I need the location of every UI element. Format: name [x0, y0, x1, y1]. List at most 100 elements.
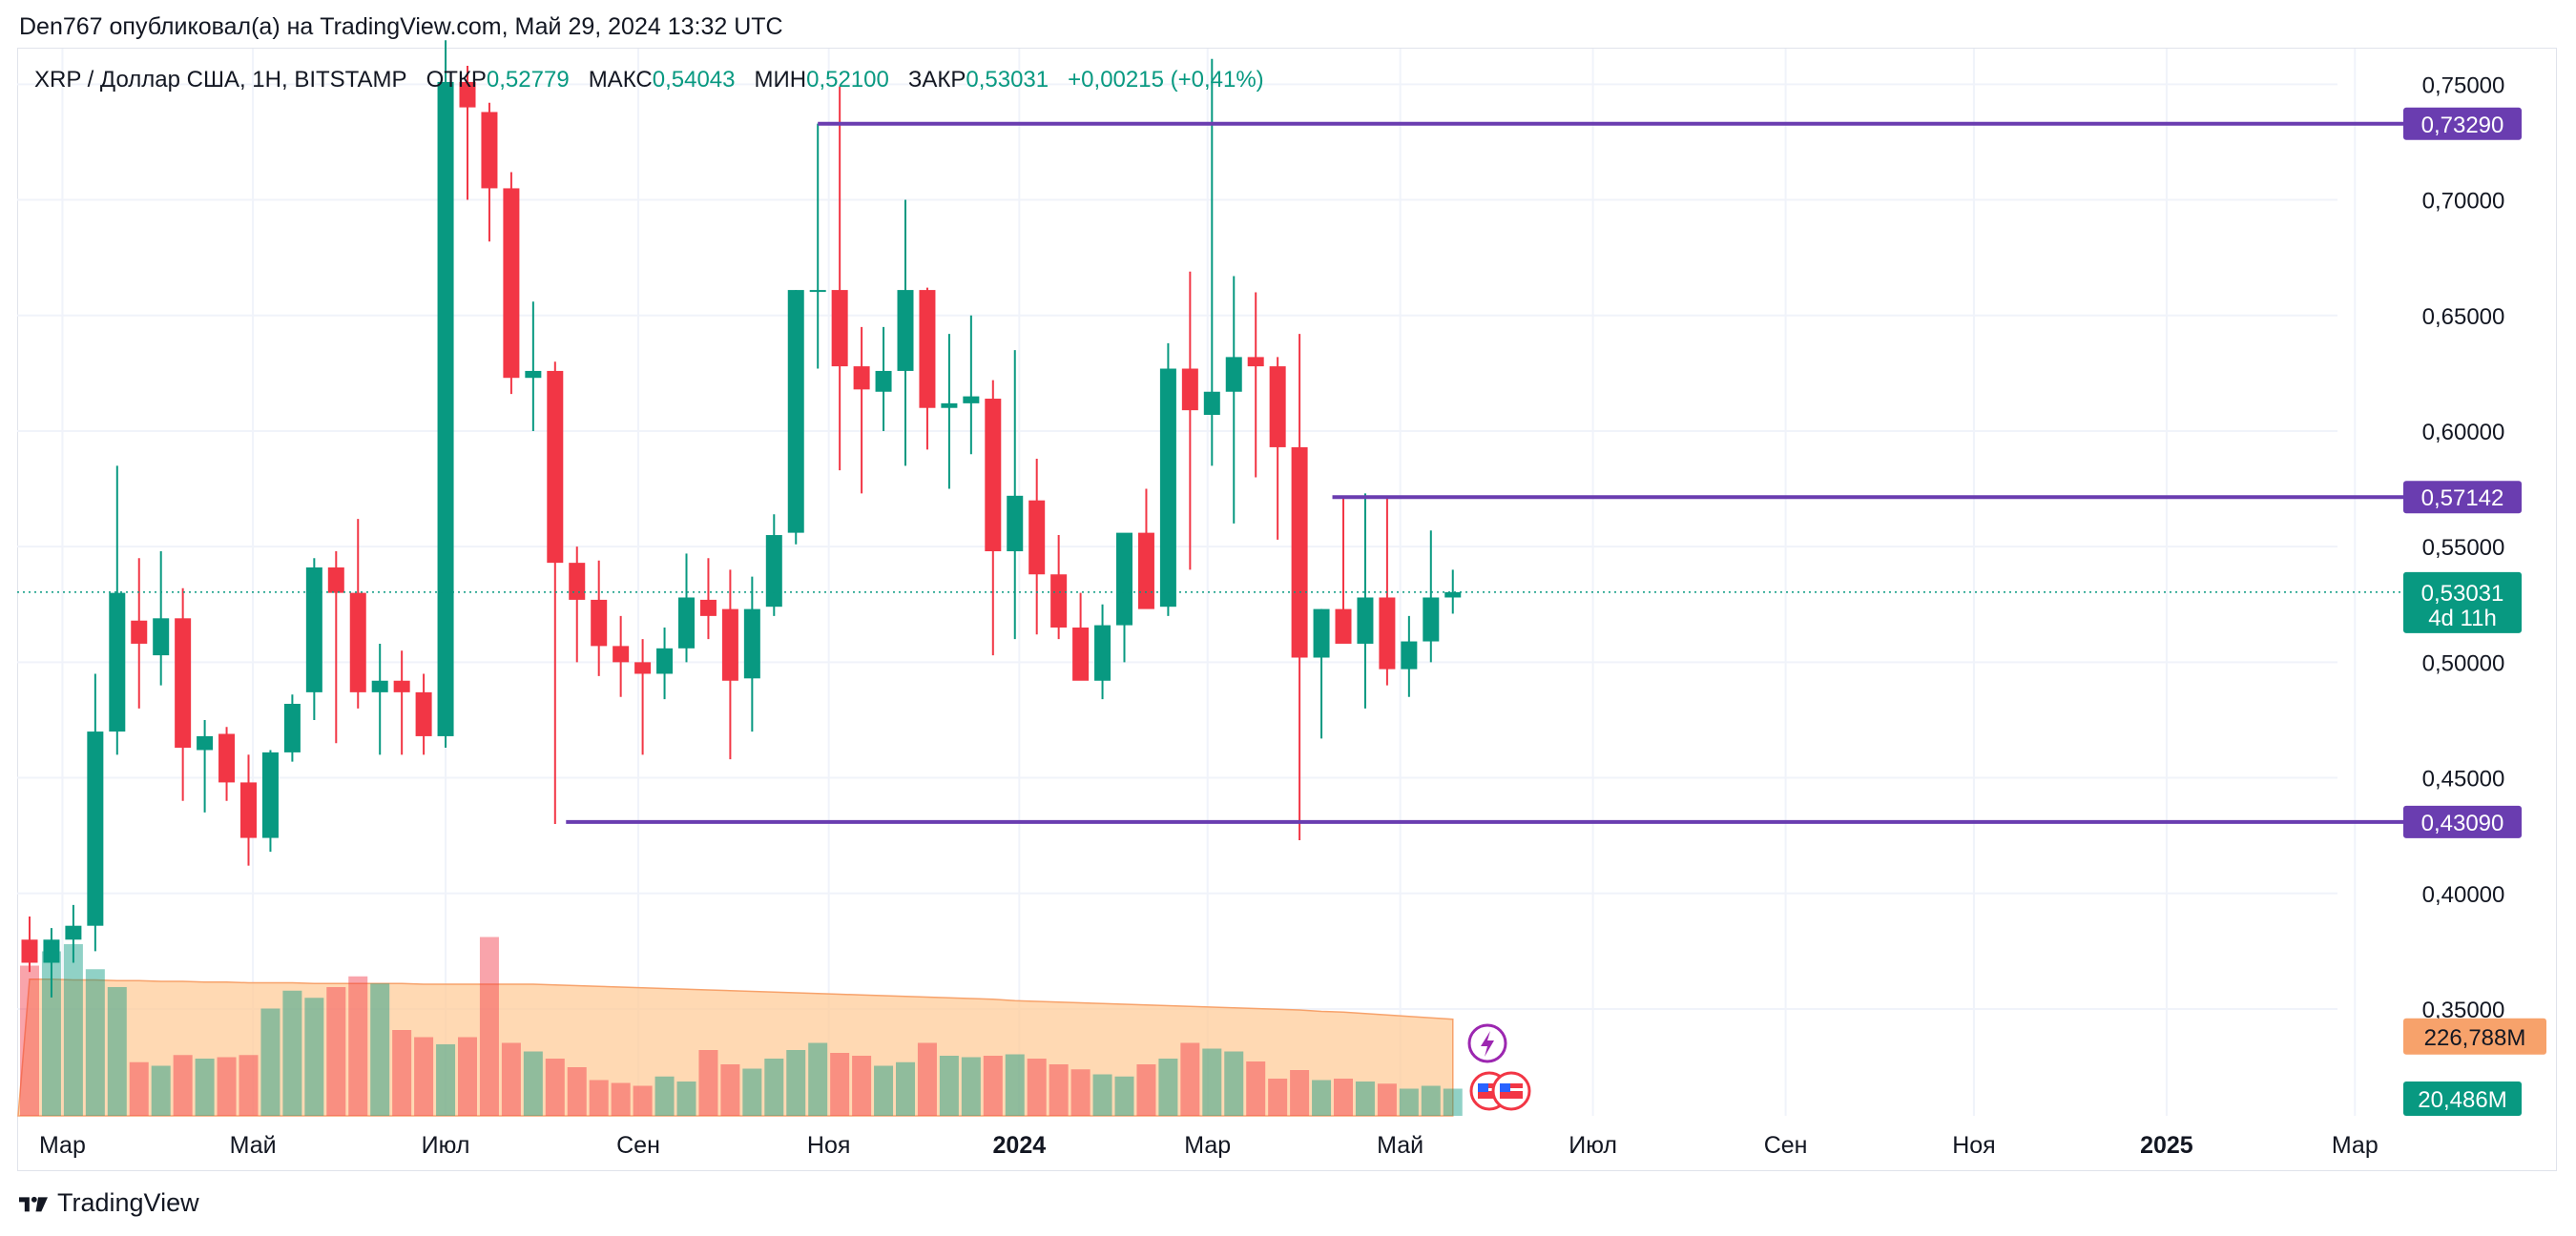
candle-body — [283, 703, 301, 752]
candle-body — [1137, 532, 1154, 609]
volume-bar — [676, 1082, 696, 1116]
candle-body — [1401, 641, 1418, 670]
candle-body — [175, 618, 192, 749]
volume-bar — [939, 1056, 959, 1116]
candle-body — [591, 599, 608, 647]
volume-ma-area — [17, 978, 1454, 1117]
volume-bar — [501, 1042, 521, 1116]
candle-body — [1072, 628, 1090, 681]
candle-body — [831, 290, 848, 367]
price-tick-label: 0,45000 — [2422, 767, 2505, 793]
candle-body — [131, 620, 148, 644]
time-axis-label: Мар — [39, 1132, 86, 1159]
volume-bar — [1049, 1064, 1069, 1116]
volume-bar — [698, 1050, 718, 1116]
candle-body — [415, 691, 432, 736]
candle-body — [743, 608, 760, 679]
volume-bar — [874, 1065, 894, 1116]
flag-canton — [1478, 1083, 1488, 1092]
legend-close-value: 0,53031 — [966, 67, 1049, 93]
legend-low-label: МИН — [754, 67, 807, 93]
volume-bar — [41, 951, 61, 1116]
legend-close-label: ЗАКР — [907, 67, 966, 93]
candle-body — [765, 535, 782, 608]
volume-bar — [1443, 1088, 1463, 1116]
volume-bar — [20, 965, 39, 1116]
candle-body — [1444, 591, 1462, 598]
candle-body — [875, 370, 892, 392]
candle-body — [941, 402, 958, 408]
volume-bar — [983, 1056, 1003, 1116]
legend-high-label: МАКС — [588, 67, 653, 93]
candle-body — [1203, 391, 1220, 415]
volume-bar — [173, 1055, 193, 1116]
candle-body — [699, 599, 717, 616]
candle-body — [218, 733, 236, 783]
volume-bar — [786, 1050, 806, 1116]
candle-body — [634, 662, 652, 674]
us-flag-icon — [1491, 1071, 1531, 1111]
price-tick-label: 0,50000 — [2422, 650, 2505, 676]
level-price-badge — [2403, 107, 2522, 140]
candle-body — [261, 752, 279, 838]
candle-body — [393, 680, 410, 692]
volume-bar — [326, 987, 346, 1116]
volume-bar — [392, 1030, 412, 1116]
volume-bar — [479, 937, 499, 1116]
legend-change: +0,00215 (+0,41%) — [1068, 67, 1264, 93]
time-axis-label: 2025 — [2140, 1132, 2193, 1159]
volume-bar — [107, 987, 127, 1116]
candle-body — [721, 608, 738, 681]
volume-bar — [567, 1067, 587, 1116]
candle-body — [809, 290, 826, 293]
time-axis-label: Май — [1377, 1132, 1423, 1159]
legend-low-value: 0,52100 — [806, 67, 889, 93]
lightning-bolt — [1481, 1031, 1494, 1057]
volume-bar — [1224, 1051, 1244, 1116]
volume-bar — [1355, 1082, 1375, 1116]
volume-bar — [1377, 1083, 1397, 1116]
candle-body — [1050, 574, 1068, 628]
legend-open-value: 0,52779 — [486, 67, 570, 93]
volume-bar — [1158, 1059, 1178, 1116]
bar-countdown: 4d 11h — [2428, 606, 2497, 631]
candle-body — [613, 646, 630, 663]
volume-bar — [217, 1057, 237, 1116]
volume-bar — [282, 990, 302, 1116]
volume-bar — [523, 1051, 543, 1116]
flag-canton — [1500, 1083, 1510, 1092]
time-axis-label: Июл — [422, 1132, 470, 1159]
lightning-icon — [1467, 1023, 1507, 1063]
legend-symbol[interactable]: XRP / Доллар США, 1Н, BITSTAMP — [34, 67, 407, 93]
candle-body — [1423, 597, 1440, 642]
volume-bars — [20, 937, 1463, 1116]
volume-bar — [1070, 1069, 1091, 1116]
volume-bar — [436, 1044, 456, 1116]
volume-bar — [720, 1064, 740, 1116]
volume-bar — [85, 969, 105, 1116]
level-price-badge — [2403, 805, 2522, 838]
volume-bar — [63, 944, 83, 1116]
candle-body — [327, 566, 344, 593]
volume-bar — [1202, 1048, 1222, 1116]
candle-body — [853, 366, 870, 390]
candle-body — [21, 939, 38, 963]
candle-body — [525, 370, 542, 379]
candle-body — [43, 939, 60, 963]
volume-bar — [764, 1059, 784, 1116]
price-tick-label: 0,70000 — [2422, 189, 2505, 215]
candle-body — [87, 731, 104, 926]
candle-body — [481, 112, 498, 189]
candle-body — [1313, 608, 1330, 658]
volume-bar — [961, 1057, 981, 1116]
volume-bar — [611, 1082, 631, 1116]
volume-bar — [654, 1076, 675, 1116]
volume-bar — [129, 1061, 149, 1116]
volume-bar — [1136, 1064, 1156, 1116]
volume-bar — [808, 1042, 828, 1116]
candle-body — [656, 648, 674, 674]
candle-body — [1181, 368, 1198, 411]
tradingview-logo[interactable]: TradingView — [19, 1188, 199, 1218]
volume-bar — [1180, 1042, 1200, 1116]
